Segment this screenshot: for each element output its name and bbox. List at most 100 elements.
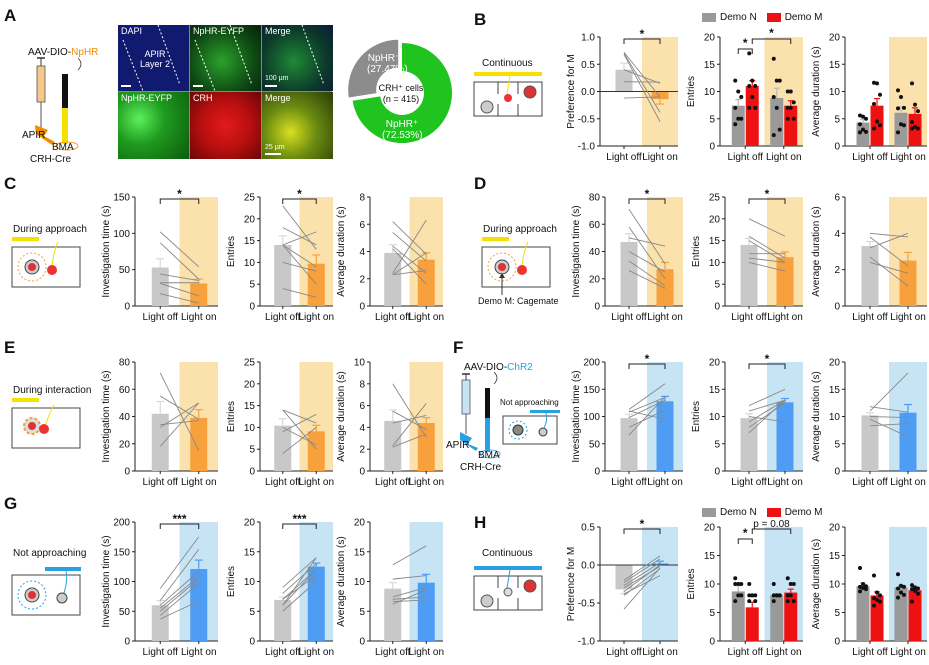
y-tick-label: 10: [709, 412, 721, 423]
y-tick-label: 20: [829, 33, 841, 44]
paired-line: [159, 372, 200, 451]
mouse-line-label: CRH-Cre: [460, 462, 502, 473]
y-tick-label: 20: [354, 518, 366, 529]
y-tick-label: 5: [834, 439, 840, 450]
x-tick-label: Light off: [852, 477, 888, 488]
y-tick-label: 40: [589, 247, 601, 258]
y-tick-label: 20: [704, 523, 716, 534]
y-tick-label: 10: [354, 358, 366, 369]
data-point: [774, 105, 779, 110]
y-tick-label: 15: [704, 60, 716, 71]
donut-slice: [352, 43, 452, 143]
bar: [770, 98, 784, 146]
data-point: [785, 593, 790, 598]
data-point: [750, 593, 755, 598]
data-point: [910, 81, 914, 86]
x-tick-label: Light off: [611, 312, 647, 323]
paired-line: [159, 402, 200, 447]
paired-line: [282, 288, 317, 298]
arena-icon: [11, 398, 81, 449]
paired-line: [392, 589, 427, 605]
paired-line: [282, 227, 317, 246]
bar: [784, 105, 798, 146]
paired-line: [282, 563, 317, 594]
virus-name: ChR2: [507, 362, 533, 373]
paired-line: [869, 416, 909, 419]
y-tick-label: 15: [829, 385, 841, 396]
schematic-label: Not approaching: [500, 398, 559, 407]
data-point: [878, 599, 882, 604]
legend-label-demo-n: Demo N: [720, 507, 757, 518]
chart-d-avg-duration: 0 2 4 6 Average duration (s) Light off Light o…: [811, 193, 927, 323]
y-tick-label: 20: [709, 214, 721, 225]
x-tick-label: Light off: [265, 477, 301, 488]
chart-h-preference: -1.0 -0.5 0.0 0.5 Preference for M Light off L…: [566, 517, 678, 658]
data-point: [753, 593, 758, 598]
data-point: [896, 88, 900, 93]
legend-label-demo-m: Demo M: [784, 507, 823, 518]
paired-line: [623, 555, 661, 581]
significance-bracket: [628, 198, 666, 204]
paired-line: [748, 240, 786, 263]
y-tick-label: 1.0: [581, 33, 595, 44]
data-point: [910, 583, 914, 588]
data-point: [736, 116, 741, 121]
data-point: [771, 94, 776, 99]
data-point: [875, 590, 879, 595]
paired-line: [392, 587, 427, 598]
schematic-label: During approach: [13, 224, 87, 235]
paired-line: [160, 293, 199, 304]
data-point: [902, 584, 906, 589]
paired-line: [623, 567, 661, 610]
data-point: [864, 587, 868, 592]
schematic-label: During interaction: [13, 385, 92, 396]
y-tick-label: 6: [834, 193, 840, 204]
data-point: [774, 78, 779, 83]
x-tick-label: Light on: [766, 647, 802, 658]
paired-line: [282, 261, 317, 272]
y-tick-label: 5: [709, 608, 715, 619]
panel-letter-b: B: [474, 10, 487, 29]
paired-line: [623, 96, 661, 99]
injection-schematic-f: AAV-DIO-ChR2 APIR BMA CRH-Cre: [446, 360, 570, 473]
data-point: [747, 51, 752, 56]
paired-line: [160, 402, 199, 428]
y-axis-label: Preference for M: [566, 547, 577, 621]
y-tick-label: 80: [119, 358, 131, 369]
y-tick-label: 10: [244, 577, 256, 588]
paired-line: [392, 270, 427, 276]
bar: [651, 91, 669, 100]
x-tick-label: Light off: [143, 312, 179, 323]
y-tick-label: 15: [704, 551, 716, 562]
significance-label: *: [645, 352, 650, 366]
bar: [384, 252, 402, 306]
syringe-fiber-icon: [35, 57, 82, 151]
data-point: [771, 599, 776, 604]
data-point: [788, 89, 793, 94]
significance-bracket: [623, 528, 661, 534]
data-point: [785, 576, 790, 581]
x-tick-label: Light on: [408, 312, 444, 323]
y-tick-label: 100: [113, 577, 130, 588]
paired-line: [623, 54, 661, 122]
x-tick-label: Light on: [181, 477, 217, 488]
y-tick-label: 10: [709, 258, 721, 269]
chart-e-avg-duration: 0 2 4 6 8 10 Average duration (s) Light offLigh…: [336, 358, 444, 489]
data-point: [788, 105, 793, 110]
y-tick-label: 10: [704, 87, 716, 98]
paired-line: [628, 226, 666, 280]
x-tick-label: Light off: [606, 152, 642, 163]
paired-line: [748, 399, 786, 434]
x-tick-label: Light on: [647, 312, 683, 323]
significance-bracket: [737, 538, 753, 544]
x-tick-label: Light on: [890, 152, 926, 163]
bar: [417, 423, 435, 471]
panel-letter-c: C: [4, 174, 17, 193]
paired-line: [748, 218, 786, 237]
arena-icon: [502, 410, 560, 445]
bar: [620, 418, 638, 471]
x-tick-label: Light off: [731, 477, 767, 488]
x-tick-label: Light on: [890, 477, 926, 488]
data-point: [910, 599, 914, 604]
paired-line: [628, 251, 666, 273]
